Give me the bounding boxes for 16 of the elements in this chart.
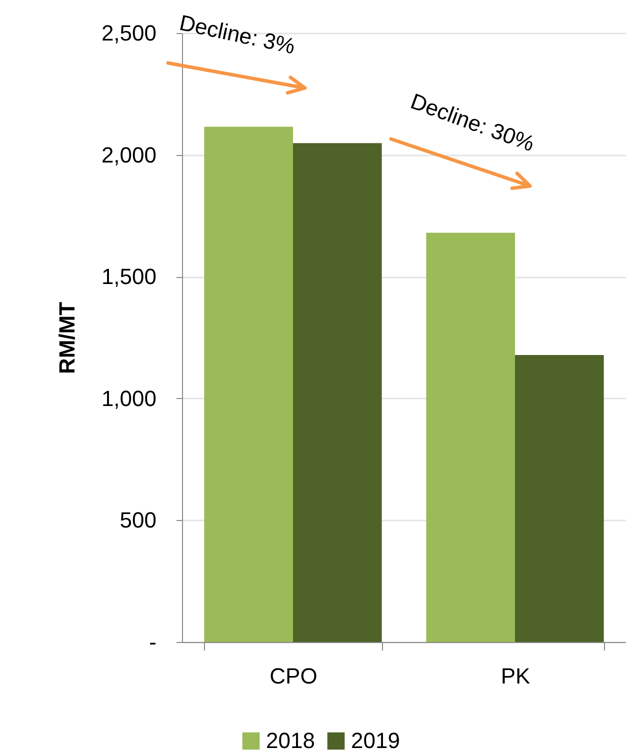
- y-tick-label: 500: [120, 508, 156, 533]
- y-tick-label: 2,000: [101, 142, 156, 168]
- annotation: Decline: 3%: [177, 10, 298, 59]
- y-axis-title: RM/MT: [54, 301, 80, 374]
- bar: [515, 355, 604, 642]
- x-tick-label: CPO: [270, 664, 318, 688]
- legend-label: 2019: [351, 728, 400, 753]
- legend-label: 2018: [266, 728, 315, 753]
- y-tick-label: 1,500: [101, 264, 156, 290]
- y-tick-label: -: [149, 630, 156, 654]
- bar: [293, 143, 382, 642]
- x-tick-label: PK: [500, 664, 530, 688]
- bar: [204, 126, 293, 642]
- y-tick-label: 2,500: [101, 20, 156, 46]
- bar: [426, 232, 515, 642]
- y-tick-label: 1,000: [101, 386, 156, 411]
